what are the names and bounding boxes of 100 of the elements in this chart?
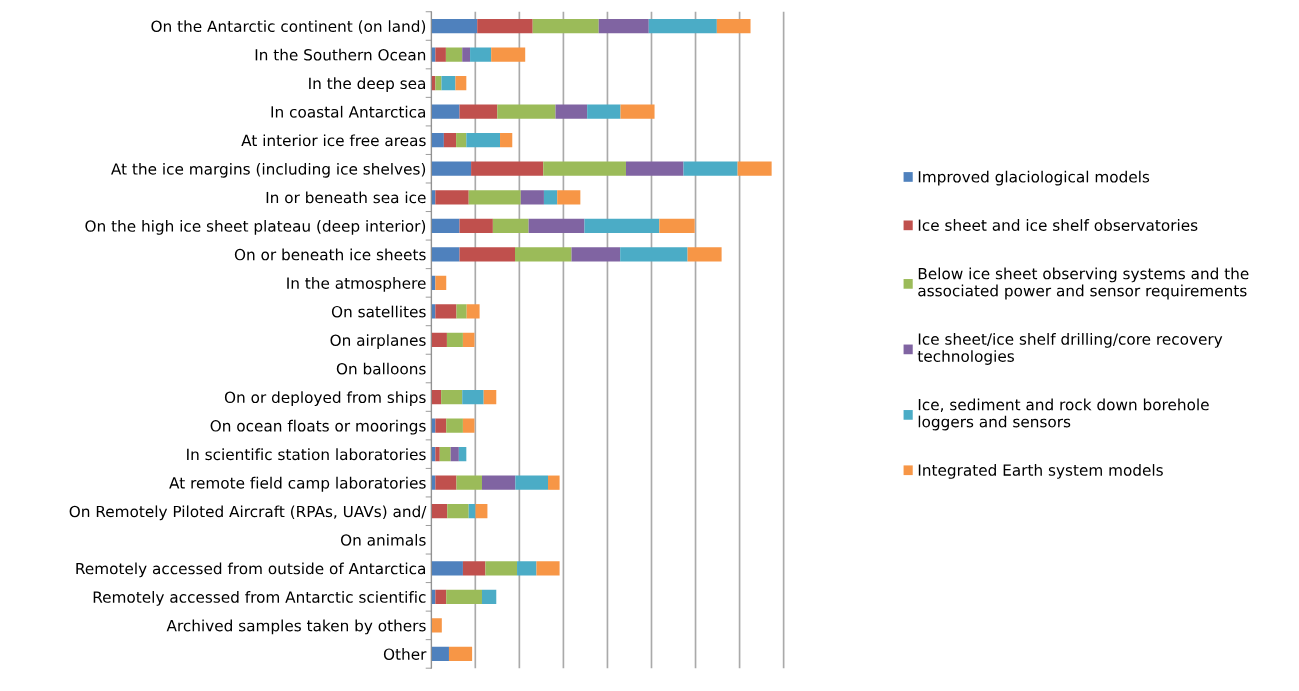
y-tick-label: At remote field camp laboratories	[169, 476, 426, 492]
bar	[500, 133, 513, 148]
y-tick-label: At interior ice free areas	[241, 134, 426, 147]
bar	[543, 190, 558, 205]
bar	[492, 218, 529, 233]
bar	[548, 475, 560, 490]
bar	[555, 104, 588, 119]
bar	[435, 47, 446, 62]
bar	[431, 561, 463, 576]
bar	[441, 389, 463, 405]
bar	[475, 504, 488, 519]
y-tick-label: In scientific station laboratories	[187, 448, 426, 461]
y-tick-label: On satellites	[331, 305, 426, 318]
bar	[620, 247, 688, 262]
bar	[435, 75, 442, 91]
bar	[462, 561, 486, 576]
y-tick-label: On animals	[340, 533, 426, 546]
bar	[515, 247, 572, 262]
legend-label: Improved glaciological models	[918, 170, 1150, 186]
bar	[648, 18, 717, 34]
y-tick-label: In the deep sea	[309, 77, 426, 93]
y-tick-label: In the Southern Ocean	[255, 48, 426, 61]
bar	[716, 18, 751, 34]
bar	[431, 218, 460, 233]
bar	[439, 447, 451, 462]
bar	[456, 475, 482, 490]
bar	[450, 447, 459, 462]
bar	[435, 190, 469, 205]
bar	[446, 589, 482, 604]
bar	[497, 104, 556, 119]
bar	[557, 190, 581, 205]
y-tick-label: Archived samples taken by others	[166, 619, 426, 635]
bar	[468, 190, 521, 205]
bar	[517, 561, 537, 576]
y-tick-label: In the atmosphere	[287, 277, 426, 292]
bar	[459, 104, 498, 119]
y-tick-label: In coastal Antarctica	[271, 105, 426, 118]
bar	[447, 504, 469, 519]
y-tick-label: On balloons	[336, 362, 426, 375]
y-tick-label: Remotely accessed from Antarctic scientific	[93, 591, 426, 606]
bar	[458, 447, 467, 462]
legend-label: Ice, sediment and rock down borehole loggers and sensors	[918, 398, 1209, 431]
bar	[445, 47, 463, 62]
bar	[737, 161, 772, 176]
bar	[471, 161, 544, 176]
y-tick-label: On the high ice sheet plateau (deep interior)	[85, 220, 426, 235]
bar	[515, 475, 549, 490]
legend-label: Below ice sheet observing systems and the associated power and sensor requirements	[918, 267, 1249, 300]
bar	[659, 218, 695, 233]
bar	[481, 589, 497, 604]
bar	[520, 190, 544, 205]
bar	[462, 332, 475, 348]
bar	[441, 75, 456, 91]
y-tick-label: Remotely accessed from outside of Antarctica	[76, 562, 426, 578]
bar	[431, 104, 460, 119]
bar	[431, 247, 460, 262]
bar	[481, 475, 516, 490]
bar	[456, 304, 467, 319]
bar	[443, 133, 457, 148]
bar	[491, 47, 526, 62]
bar	[528, 218, 585, 233]
bar	[584, 218, 660, 233]
bar	[598, 18, 649, 34]
bar	[466, 304, 480, 319]
y-tick-label: On the Antarctic continent (on land)	[151, 20, 426, 34]
y-tick-label: On or deployed from ships	[224, 391, 426, 407]
bar	[448, 646, 473, 662]
bar	[470, 47, 492, 62]
bar	[431, 618, 442, 633]
bar	[446, 418, 463, 433]
bar	[683, 161, 738, 176]
bar	[468, 504, 476, 519]
bar	[435, 447, 440, 462]
bar	[431, 646, 449, 662]
bar	[435, 275, 447, 291]
y-tick-label: On airplanes	[330, 334, 426, 349]
bar	[446, 332, 463, 348]
bar	[435, 418, 447, 433]
y-tick-label: In or beneath sea ice	[266, 191, 426, 204]
bar	[485, 561, 518, 576]
bar	[532, 18, 599, 34]
y-tick-label: On Remotely Piloted Aircraft (RPAs, UAVs) and/	[69, 505, 427, 521]
bar	[620, 104, 655, 119]
bar	[435, 475, 457, 490]
bar	[435, 304, 457, 319]
bar	[462, 418, 475, 433]
bar	[459, 218, 493, 233]
legend-label: Ice sheet and ice shelf observatories	[918, 219, 1198, 231]
y-tick-label: At the ice margins (including ice shelves)	[111, 162, 426, 178]
y-tick-label: On ocean floats or moorings	[210, 419, 426, 435]
y-tick-label: Other	[383, 648, 427, 660]
legend-label: Integrated Earth system models	[918, 464, 1163, 479]
bar	[431, 18, 478, 34]
bar	[431, 504, 448, 519]
bar	[483, 389, 497, 405]
bar	[536, 561, 560, 576]
bar	[456, 133, 467, 148]
y-tick-label: On or beneath ice sheets	[234, 248, 426, 261]
legend-label: Ice sheet/ice shelf drilling/core recovery technologies	[917, 333, 1223, 365]
bar	[687, 247, 722, 262]
